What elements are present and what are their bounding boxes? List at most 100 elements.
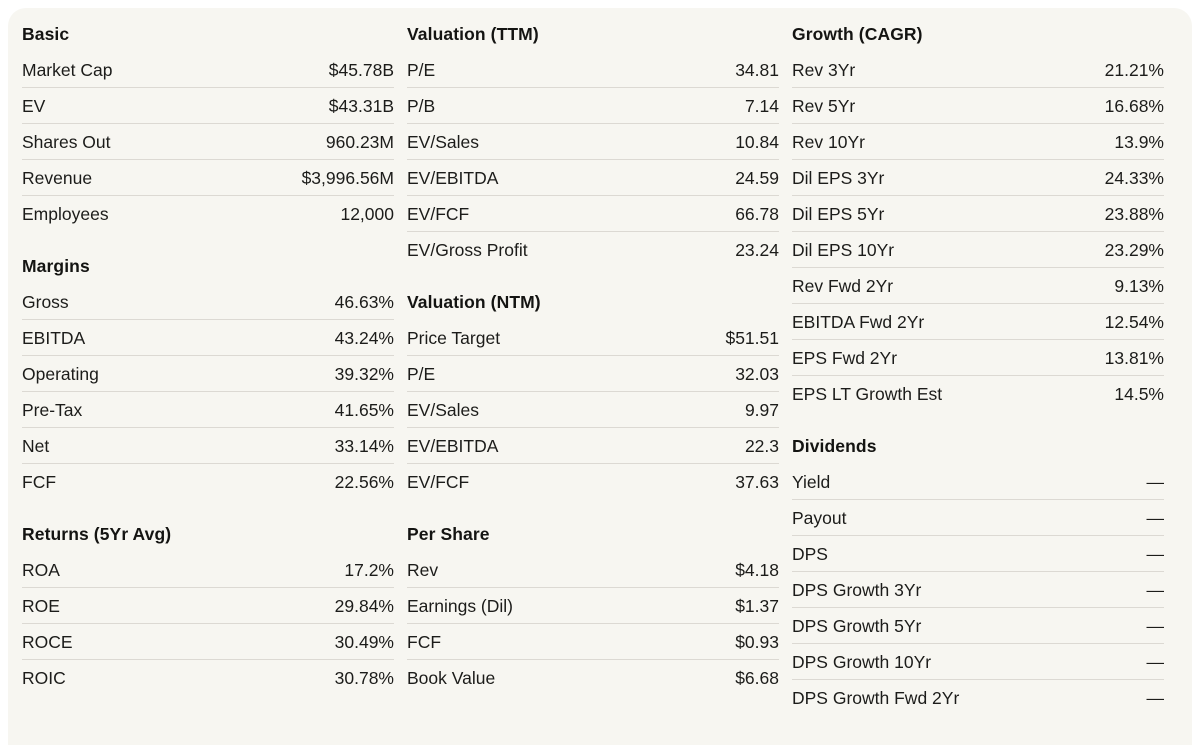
stat-label: EBITDA Fwd 2Yr [792,311,925,332]
stat-value: 37.63 [735,472,779,492]
stats-section: Valuation (NTM) Price Target $51.51 P/E 32.0… [407,268,779,500]
stats-rows: P/E 34.81 P/B 7.14 EV/Sales 10.84 EV/EBITDA 24.… [407,52,779,268]
stat-label: Earnings (Dil) [407,595,513,616]
stat-value: 23.29% [1104,239,1164,260]
stat-value: — [1146,471,1165,492]
stat-label: Revenue [22,167,93,188]
stats-section: Valuation (TTM) P/E 34.81 P/B 7.14 EV/Sales 10… [407,18,779,268]
stat-row: DPS Growth 10Yr — [792,644,1164,680]
stats-section: Per Share Rev $4.18 Earnings (Dil) $1.37 FCF $… [407,500,779,696]
stat-value: $1.37 [735,595,779,616]
stat-row: EV/Sales 9.97 [407,392,779,428]
stat-value: 22.56% [334,472,394,492]
section-title: Per Share [407,524,490,544]
stat-label: ROIC [22,668,66,688]
stat-label: DPS [792,543,828,564]
stat-label: Pre-Tax [22,399,83,420]
stat-value: 46.63% [334,291,394,312]
stats-rows: ROA 17.2% ROE 29.84% ROCE 30.49% ROIC 30.78% [22,552,394,696]
stat-value: $3,996.56M [301,167,394,188]
stat-label: Market Cap [22,59,113,80]
stat-value: — [1146,615,1165,636]
stat-row: P/B 7.14 [407,88,779,124]
stat-value: 34.81 [735,59,779,80]
stat-label: EV/EBITDA [407,167,499,188]
stat-value: 7.14 [744,95,779,116]
stat-row: Dil EPS 10Yr 23.29% [792,232,1164,268]
stat-label: EV/EBITDA [407,435,499,456]
stats-section: Returns (5Yr Avg) ROA 17.2% ROE 29.84% ROCE 30… [22,500,394,696]
stat-row: Revenue $3,996.56M [22,160,394,196]
stat-row: Price Target $51.51 [407,320,779,356]
stat-value: 24.59 [735,167,779,188]
stats-section: Dividends Yield — Payout — DPS — DPS Growth 3Yr… [792,412,1164,716]
stat-label: P/E [407,363,436,384]
stat-value: 21.21% [1104,59,1164,80]
stat-row: Rev $4.18 [407,552,779,588]
stat-label: EV/Sales [407,131,479,152]
stat-row: EV/FCF 37.63 [407,464,779,500]
stat-value: $0.93 [735,631,779,652]
stat-value: 24.33% [1104,167,1164,188]
stat-value: — [1146,543,1165,564]
stat-label: FCF [22,472,57,492]
section-title: Valuation (NTM) [407,292,541,312]
stat-row: EV/Sales 10.84 [407,124,779,160]
stat-label: EV [22,95,46,116]
stat-label: P/E [407,59,436,80]
stat-value: 960.23M [325,131,394,152]
stat-label: Shares Out [22,131,111,152]
stat-row: Rev 10Yr 13.9% [792,124,1164,160]
stats-section: Growth (CAGR) Rev 3Yr 21.21% Rev 5Yr 16.68% R… [792,18,1164,412]
stat-row: ROE 29.84% [22,588,394,624]
stat-value: 66.78 [735,203,779,224]
stat-row: Shares Out 960.23M [22,124,394,160]
stat-row: Pre-Tax 41.65% [22,392,394,428]
stat-value: 30.78% [334,668,394,688]
stat-value: 29.84% [334,595,394,616]
stat-value: 41.65% [334,399,394,420]
stats-column-1: Basic Market Cap $45.78B EV $43.31B Shares Ou… [22,18,394,696]
stat-row: ROIC 30.78% [22,660,394,696]
stat-value: 16.68% [1104,95,1164,116]
stat-row: EV $43.31B [22,88,394,124]
stat-label: ROE [22,595,60,616]
stat-value: — [1146,651,1165,672]
stat-label: FCF [407,631,442,652]
stats-rows: Price Target $51.51 P/E 32.03 EV/Sales 9.97 EV… [407,320,779,500]
stat-row: Employees 12,000 [22,196,394,232]
stat-row: P/E 32.03 [407,356,779,392]
stat-value: — [1146,507,1165,528]
stat-row: FCF $0.93 [407,624,779,660]
stat-label: Payout [792,507,847,528]
stat-label: Rev Fwd 2Yr [792,275,894,296]
stat-value: 14.5% [1114,384,1164,404]
stat-label: Employees [22,204,109,224]
stat-label: P/B [407,95,436,116]
stat-row: Rev 5Yr 16.68% [792,88,1164,124]
stats-rows: Market Cap $45.78B EV $43.31B Shares Out 960.… [22,52,394,232]
stat-row: DPS — [792,536,1164,572]
stat-label: Rev 3Yr [792,59,856,80]
stat-value: 22.3 [744,435,779,456]
stat-row: DPS Growth 3Yr — [792,572,1164,608]
stat-row: Earnings (Dil) $1.37 [407,588,779,624]
stat-row: Net 33.14% [22,428,394,464]
section-title: Margins [22,256,90,276]
stat-label: DPS Growth 5Yr [792,615,922,636]
stat-value: 13.81% [1104,347,1164,368]
stat-value: $43.31B [328,95,394,116]
stat-label: EV/FCF [407,472,470,492]
stat-value: 17.2% [344,559,394,580]
stat-label: Dil EPS 3Yr [792,167,885,188]
stat-row: EV/FCF 66.78 [407,196,779,232]
stat-label: DPS Growth 3Yr [792,579,922,600]
section-title: Returns (5Yr Avg) [22,524,172,544]
section-title: Valuation (TTM) [407,24,539,44]
stat-value: 23.24 [735,240,779,260]
stat-row: EV/Gross Profit 23.24 [407,232,779,268]
stat-value: 39.32% [334,363,394,384]
stat-row: Dil EPS 5Yr 23.88% [792,196,1164,232]
stat-row: EPS Fwd 2Yr 13.81% [792,340,1164,376]
stat-label: EBITDA [22,327,86,348]
